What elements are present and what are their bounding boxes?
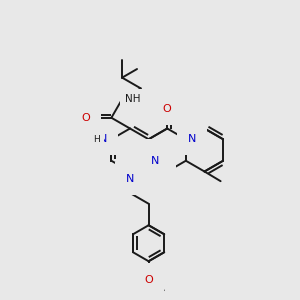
Text: O: O <box>163 104 172 114</box>
Text: O: O <box>81 113 90 123</box>
Text: N: N <box>188 134 196 144</box>
Text: O: O <box>144 274 153 284</box>
Text: N: N <box>151 156 159 166</box>
Text: N: N <box>126 173 134 184</box>
Text: N: N <box>99 134 107 144</box>
Text: H: H <box>90 135 96 144</box>
Text: NH: NH <box>125 94 141 104</box>
Text: N: N <box>95 134 103 144</box>
Text: H: H <box>93 135 99 144</box>
